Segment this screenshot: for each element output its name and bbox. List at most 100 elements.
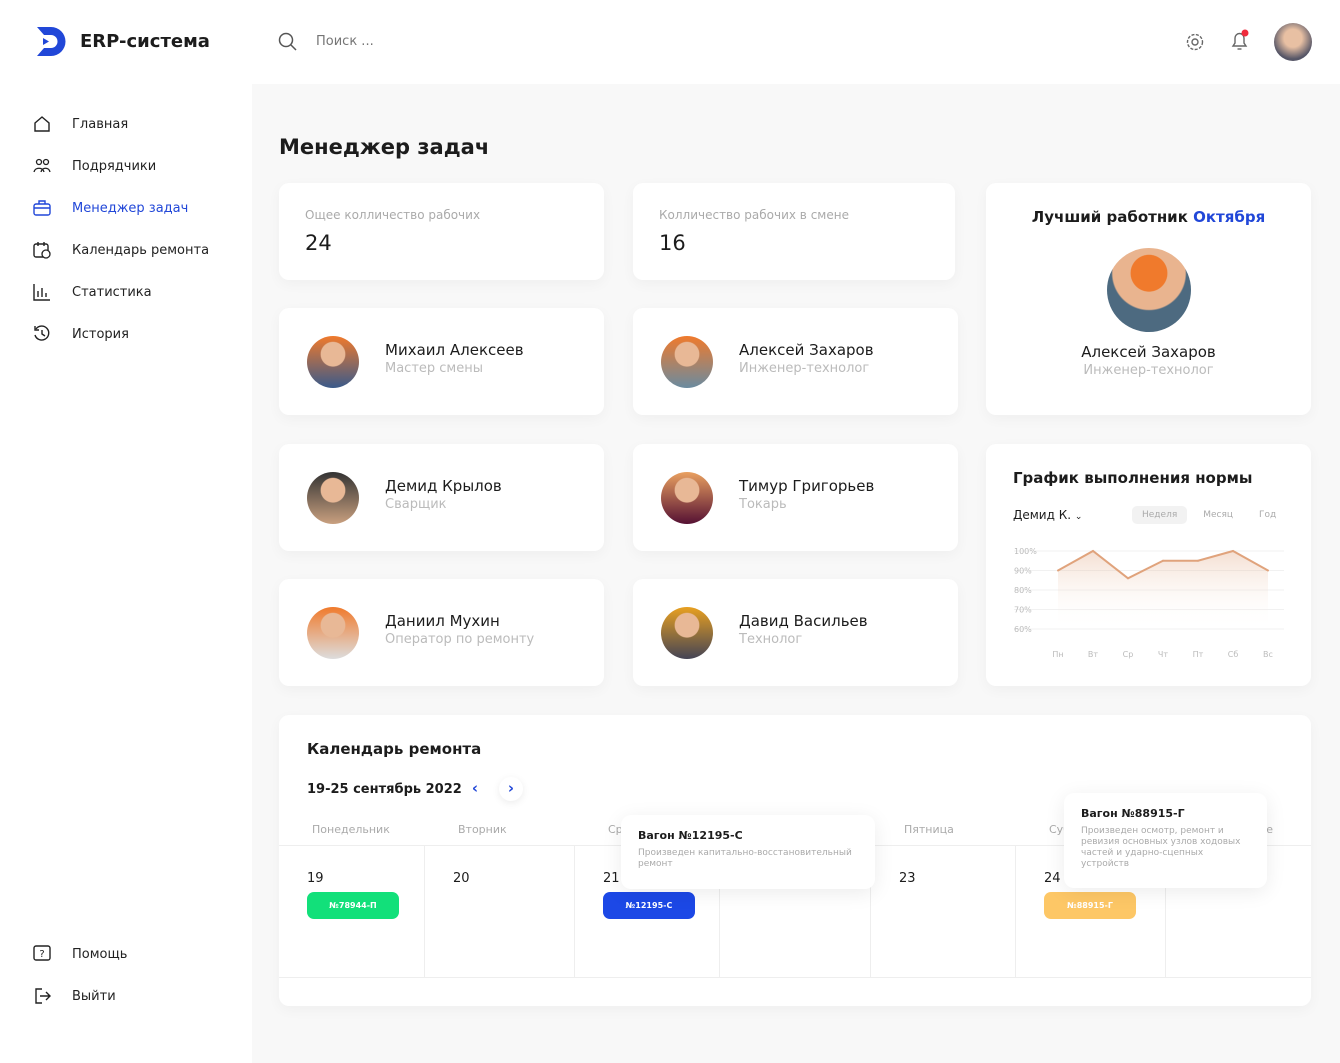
chart-area <box>1058 551 1268 629</box>
data-point <box>1057 569 1059 572</box>
data-point <box>1127 577 1129 580</box>
x-tick-label: Пн <box>1052 650 1063 659</box>
sidebar-bottom-item-1[interactable]: Выйти <box>32 986 116 1006</box>
worker-card[interactable]: Михаил Алексеев Мастер смены <box>279 308 604 415</box>
search-input[interactable] <box>316 34 616 49</box>
calendar-day-cell[interactable]: 20 <box>425 845 575 977</box>
search-icon[interactable] <box>278 32 298 52</box>
calendar-day-cell[interactable]: 21 №12195-С <box>575 845 720 977</box>
x-tick-label: Ср <box>1123 650 1134 659</box>
stat-label: Колличество рабочих в смене <box>659 208 849 222</box>
repair-badge[interactable]: №88915-Г <box>1044 892 1136 919</box>
day-number: 20 <box>453 871 470 886</box>
best-worker-card: Лучший работник Октября Алексей Захаров … <box>986 183 1311 415</box>
sidebar-item-label: Помощь <box>72 946 128 962</box>
sidebar-item-label: Выйти <box>72 988 116 1004</box>
best-worker-name: Алексей Захаров <box>1081 343 1216 361</box>
x-tick-label: Вс <box>1263 650 1273 659</box>
divider <box>279 977 1311 978</box>
sidebar-item-3[interactable]: Календарь ремонта <box>32 240 209 260</box>
svg-text:?: ? <box>39 949 44 960</box>
worker-card[interactable]: Тимур Григорьев Токарь <box>633 444 958 551</box>
stat-card-shift: Колличество рабочих в смене 16 <box>633 183 955 280</box>
page-title: Менеджер задач <box>279 135 490 159</box>
x-tick-label: Пт <box>1193 650 1204 659</box>
repair-calendar-card: Календарь ремонта 19-25 сентябрь 2022 ‹ … <box>279 715 1311 1006</box>
day-number: 23 <box>899 871 916 886</box>
sidebar-item-label: Главная <box>72 116 129 132</box>
stat-value: 24 <box>305 231 332 255</box>
sidebar-item-0[interactable]: Главная <box>32 114 128 134</box>
calendar-day-cell[interactable]: 23 <box>871 845 1016 977</box>
data-point <box>1232 550 1234 552</box>
stat-value: 16 <box>659 231 686 255</box>
prev-week-button[interactable]: ‹ <box>471 779 479 797</box>
worker-card[interactable]: Алексей Захаров Инженер-технолог <box>633 308 958 415</box>
y-tick-label: 60% <box>1014 625 1032 634</box>
worker-avatar <box>307 472 359 524</box>
person-select[interactable]: Демид К. ⌄ <box>1013 508 1082 522</box>
calendar-icon <box>33 242 51 259</box>
y-tick-label: 80% <box>1014 586 1032 595</box>
users-icon <box>33 158 51 173</box>
sidebar-item-4[interactable]: Статистика <box>32 282 152 302</box>
day-name: Вторник <box>458 823 507 836</box>
calendar-range: 19-25 сентябрь 2022 <box>307 782 462 797</box>
day-number: 21 <box>603 871 620 886</box>
tab-month[interactable]: Месяц <box>1203 510 1234 520</box>
x-tick-label: Сб <box>1228 650 1239 659</box>
briefcase-icon <box>33 200 51 216</box>
worker-avatar <box>307 607 359 659</box>
sidebar-item-1[interactable]: Подрядчики <box>32 156 156 176</box>
stat-card-total: Ощее колличество рабочих 24 <box>279 183 604 280</box>
calendar-title: Календарь ремонта <box>307 740 482 758</box>
bell-icon[interactable] <box>1229 29 1251 53</box>
next-week-button[interactable]: › <box>499 777 523 801</box>
worker-name: Михаил Алексеев <box>385 341 524 359</box>
calendar-day-cell[interactable]: 19 №78944-П <box>279 845 425 977</box>
worker-name: Тимур Григорьев <box>739 477 875 495</box>
worker-avatar <box>661 336 713 388</box>
logout-icon <box>35 988 51 1004</box>
norm-chart-card: График выполнения нормы Демид К. ⌄ Недел… <box>986 444 1311 686</box>
gear-icon[interactable] <box>1185 32 1205 52</box>
worker-role: Сварщик <box>385 497 447 512</box>
chart-icon <box>33 284 50 301</box>
tooltip-text: Произведен осмотр, ремонт и ревизия осно… <box>1081 826 1241 869</box>
y-tick-label: 90% <box>1014 567 1032 576</box>
best-title-text: Лучший работник <box>1031 208 1188 226</box>
tab-year[interactable]: Год <box>1259 510 1277 520</box>
x-tick-label: Чт <box>1158 650 1168 659</box>
tooltip-title: Вагон №12195-С <box>638 829 743 842</box>
worker-avatar <box>661 472 713 524</box>
worker-role: Технолог <box>739 632 803 647</box>
sidebar-item-5[interactable]: История <box>32 324 129 344</box>
norm-chart-title: График выполнения нормы <box>1013 469 1253 487</box>
worker-avatar <box>307 336 359 388</box>
repair-badge[interactable]: №12195-С <box>603 892 695 919</box>
sidebar-item-2[interactable]: Менеджер задач <box>32 198 188 218</box>
worker-card[interactable]: Демид Крылов Сварщик <box>279 444 604 551</box>
worker-card[interactable]: Давид Васильев Технолог <box>633 579 958 686</box>
tab-week[interactable]: Неделя <box>1132 506 1188 524</box>
calendar-day-cell[interactable]: 24 №88915-Г <box>1016 845 1166 977</box>
day-name: Пятница <box>904 823 954 836</box>
x-tick-label: Вт <box>1088 650 1098 659</box>
sidebar-item-label: Менеджер задач <box>72 200 189 216</box>
repair-badge[interactable]: №78944-П <box>307 892 399 919</box>
sidebar-item-label: Календарь ремонта <box>72 242 210 258</box>
worker-name: Давид Васильев <box>739 612 868 630</box>
user-avatar[interactable] <box>1274 23 1312 61</box>
history-icon <box>34 325 50 341</box>
worker-card[interactable]: Даниил Мухин Оператор по ремонту <box>279 579 604 686</box>
sidebar-bottom-item-0[interactable]: ? Помощь <box>32 944 127 964</box>
logo-icon <box>37 27 66 56</box>
stat-label: Ощее колличество рабочих <box>305 208 481 222</box>
day-number: 24 <box>1044 871 1061 886</box>
best-worker-avatar <box>1107 248 1191 332</box>
app-title: ERP-система <box>80 31 210 52</box>
day-number: 19 <box>307 871 324 886</box>
best-month: Октября <box>1193 208 1266 226</box>
tooltip-text: Произведен капитально-восстановительный … <box>638 848 852 869</box>
period-tabs: Неделя Месяц Год <box>1132 506 1286 524</box>
